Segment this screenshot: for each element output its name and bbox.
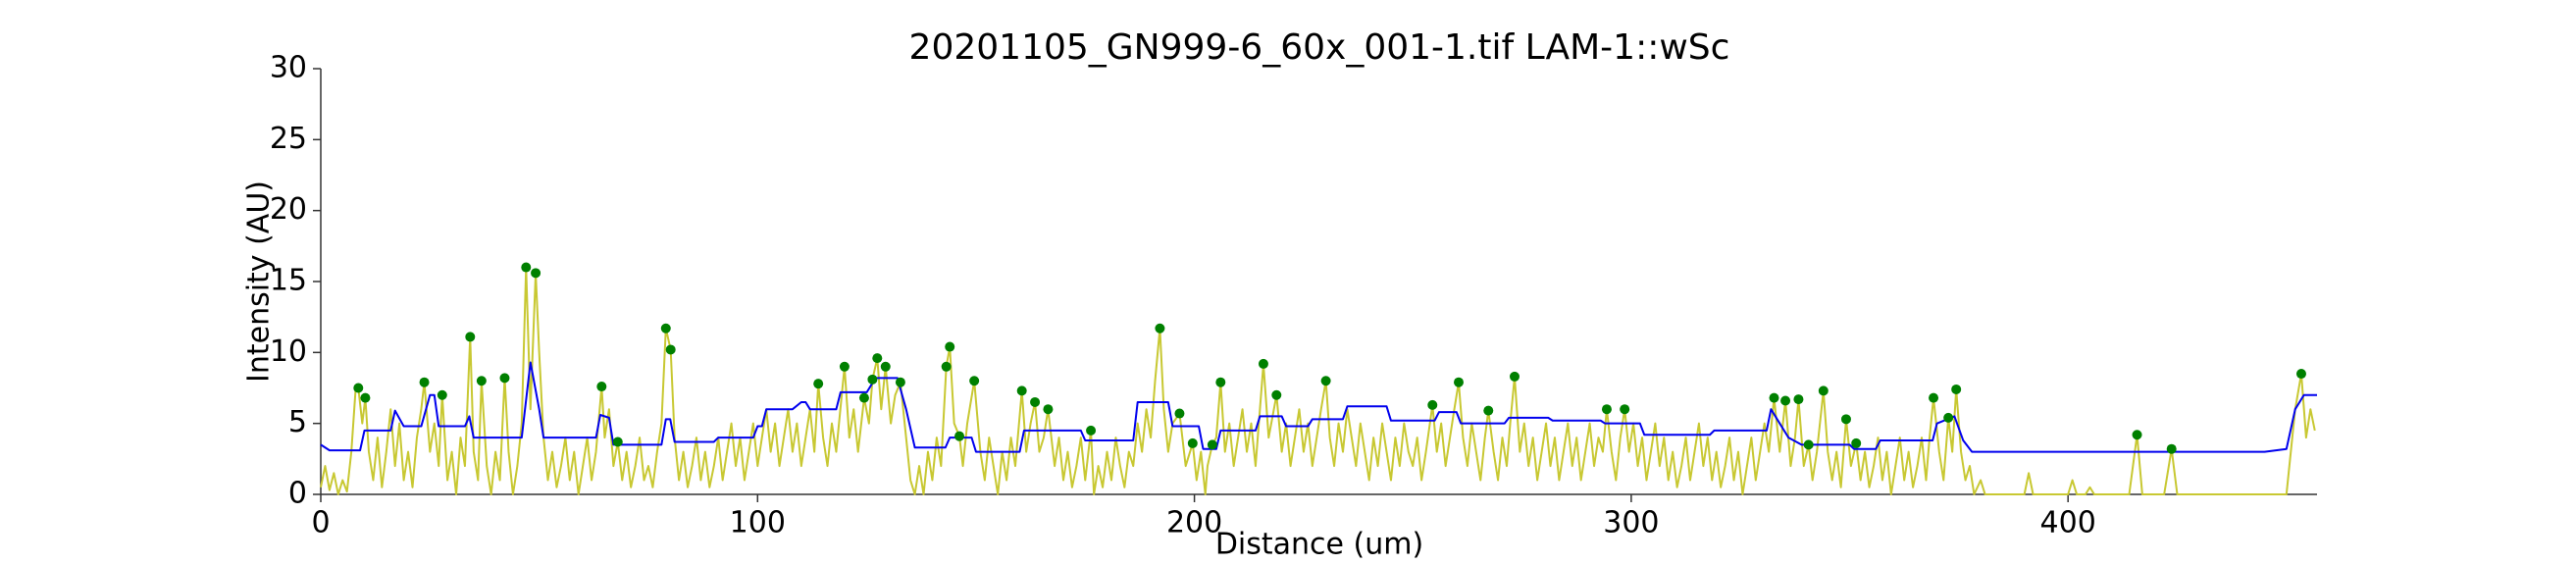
peak-point	[1030, 396, 1041, 407]
peak-point	[660, 323, 671, 334]
peak-point	[1086, 425, 1097, 436]
x-tick-label: 100	[730, 506, 786, 540]
peak-point	[1851, 437, 1862, 448]
peak-point	[880, 361, 891, 372]
y-tick-label: 25	[270, 122, 307, 156]
x-tick-label: 300	[1603, 506, 1659, 540]
peak-point	[1769, 392, 1779, 403]
peak-point	[499, 373, 510, 384]
peak-point	[1483, 405, 1494, 416]
peak-point	[1793, 394, 1804, 405]
peak-point	[531, 268, 541, 279]
peak-point	[465, 332, 476, 342]
peak-point	[1803, 439, 1814, 450]
peak-point	[1427, 399, 1438, 410]
peak-point	[1453, 377, 1464, 387]
y-tick-label: 0	[288, 477, 307, 511]
peak-point	[419, 377, 430, 387]
peak-point	[1187, 437, 1198, 448]
peak-point	[521, 262, 532, 273]
line	[320, 266, 2316, 495]
peak-point	[1174, 408, 1185, 419]
peak-point	[596, 382, 607, 392]
peak-point	[1016, 385, 1027, 396]
y-axis-label: Intensity (AU)	[242, 180, 277, 383]
peak-point	[612, 437, 623, 447]
peak-point	[1620, 404, 1630, 415]
y-tick-label: 5	[288, 405, 307, 439]
chart-title: 20201105_GN999-6_60x_001-1.tif LAM-1::wS…	[909, 27, 1730, 68]
peak-point	[2166, 443, 2177, 454]
y-tick-label: 15	[270, 264, 307, 298]
peak-point	[813, 379, 824, 389]
peak-point	[1207, 439, 1217, 450]
y-tick-label: 20	[270, 192, 307, 227]
peak-point	[1943, 412, 1954, 423]
peak-point	[954, 431, 965, 441]
y-tick-label: 10	[270, 334, 307, 369]
peak-point	[839, 361, 850, 372]
x-axis-label: Distance (um)	[1215, 528, 1423, 562]
peak-point	[476, 376, 487, 386]
peak-point	[1271, 389, 1282, 400]
peak-point	[360, 392, 371, 403]
peak-point	[437, 389, 447, 400]
peak-point	[1929, 392, 1939, 403]
peak-point	[665, 344, 676, 355]
peak-point	[969, 376, 980, 386]
peak-point	[1155, 323, 1165, 334]
peak-point	[867, 374, 878, 385]
peak-point	[1840, 414, 1851, 425]
peak-point	[945, 341, 955, 352]
peak-point	[895, 377, 905, 387]
peak-point	[872, 353, 883, 364]
peak-point	[941, 361, 952, 372]
peak-point	[2132, 430, 2142, 440]
peak-point	[1601, 404, 1612, 415]
peak-point	[2295, 369, 2306, 380]
peak-point	[1780, 395, 1791, 406]
peak-point	[1818, 385, 1829, 396]
peak-point	[1043, 404, 1054, 415]
x-tick-label: 200	[1166, 506, 1222, 540]
x-tick-label: 0	[311, 506, 330, 540]
y-tick-label: 30	[270, 51, 307, 85]
peak-point	[353, 383, 364, 393]
peak-point	[1509, 371, 1520, 382]
peak-point	[1215, 377, 1226, 387]
peak-point	[1951, 384, 1962, 394]
x-tick-label: 400	[2040, 506, 2096, 540]
peak-point	[1320, 376, 1331, 386]
peak-point	[858, 392, 869, 403]
line	[320, 361, 2317, 453]
peak-point	[1258, 358, 1268, 369]
